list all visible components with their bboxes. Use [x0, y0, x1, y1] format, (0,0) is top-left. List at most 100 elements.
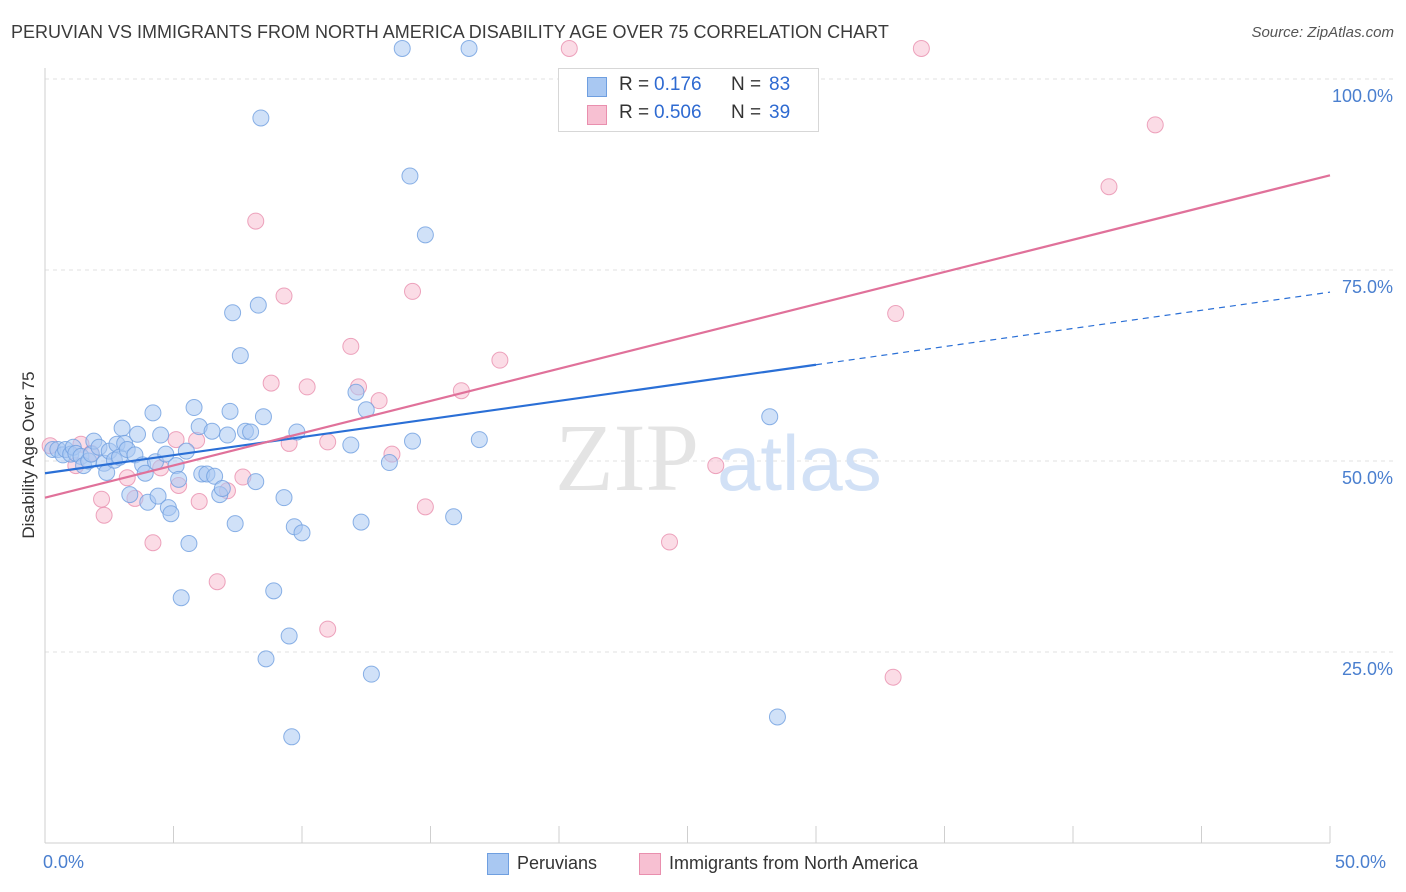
- immigrant-point: [298, 378, 316, 396]
- immigrant-point: [404, 282, 422, 300]
- immigrant-point: [342, 337, 360, 355]
- peruvian-point: [113, 419, 131, 437]
- immigrant-point: [190, 492, 208, 510]
- peruvian-point: [460, 39, 478, 57]
- watermark-zip: ZIP: [555, 404, 699, 511]
- peruvian-point: [177, 442, 195, 460]
- r-label: R =: [619, 102, 650, 123]
- chart-title: PERUVIAN VS IMMIGRANTS FROM NORTH AMERIC…: [11, 22, 889, 42]
- immigrant-point: [144, 534, 162, 552]
- peruvian-point: [470, 431, 488, 449]
- immigrants-swatch: [587, 105, 607, 125]
- immigrant-point: [560, 39, 578, 57]
- immigrant-point: [884, 668, 902, 686]
- peruvians-trendline-extension: [815, 291, 1331, 366]
- source-label: Source: ZipAtlas.com: [1251, 24, 1394, 41]
- immigrant-point: [208, 573, 226, 591]
- stats-row-peruvians: R = 0.176 N = 83: [559, 71, 818, 101]
- peruvian-point: [249, 296, 267, 314]
- peruvian-point: [172, 589, 190, 607]
- peruvian-point: [275, 489, 293, 507]
- peruvian-point: [203, 422, 221, 440]
- peruvians-swatch: [587, 77, 607, 97]
- r-value: 0.176: [654, 74, 702, 95]
- peruvian-point: [206, 467, 224, 485]
- peruvian-point: [180, 535, 198, 553]
- peruvian-point: [445, 508, 463, 526]
- peruvian-point: [152, 426, 170, 444]
- n-value: 83: [769, 74, 791, 95]
- y-axis-label: Disability Age Over 75: [19, 371, 38, 539]
- gridlines: [45, 78, 1393, 653]
- peruvian-point: [213, 480, 231, 498]
- r-value: 0.506: [654, 102, 702, 123]
- peruvian-point: [352, 513, 370, 531]
- peruvian-point: [347, 383, 365, 401]
- immigrant-point: [661, 533, 679, 551]
- y-tick-label: 50.0%: [1341, 468, 1393, 488]
- peruvians-trendline: [44, 363, 817, 475]
- immigrant-point: [247, 212, 265, 230]
- peruvian-point: [393, 39, 411, 57]
- immigrant-point: [95, 506, 113, 524]
- legend-label: Peruvians: [517, 853, 598, 873]
- n-value: 39: [769, 102, 791, 123]
- x-tick-label: 0.0%: [43, 852, 85, 872]
- immigrant-point: [707, 457, 725, 475]
- peruvian-point: [162, 505, 180, 523]
- peruvian-point: [401, 167, 419, 185]
- immigrant-point: [491, 351, 509, 369]
- legend-label: Immigrants from North America: [669, 853, 919, 873]
- peruvian-point: [185, 399, 203, 417]
- peruvian-point: [149, 487, 167, 505]
- peruvian-point: [121, 486, 139, 504]
- watermark-atlas: atlas: [717, 419, 882, 507]
- peruvian-point: [404, 432, 422, 450]
- peruvian-point: [226, 515, 244, 533]
- trendlines: [44, 174, 1331, 499]
- legend-swatch-peruvians: [487, 853, 509, 875]
- peruvian-point: [242, 423, 260, 441]
- immigrant-point: [887, 305, 905, 323]
- peruvian-point: [265, 582, 283, 600]
- peruvian-point: [293, 524, 311, 542]
- peruvian-point: [254, 408, 272, 426]
- peruvian-point: [362, 665, 380, 683]
- peruvian-point: [170, 470, 188, 488]
- r-label: R =: [619, 74, 650, 95]
- immigrant-point: [1100, 178, 1118, 196]
- immigrant-point: [93, 490, 111, 508]
- y-tick-label: 75.0%: [1341, 277, 1393, 297]
- immigrant-point: [1146, 116, 1164, 134]
- immigrants-trendline: [44, 174, 1331, 499]
- immigrant-point: [167, 431, 185, 449]
- peruvian-point: [416, 226, 434, 244]
- peruvian-point: [761, 408, 779, 426]
- legend-swatch-immigrants: [639, 853, 661, 875]
- series-immigrants-points: [41, 39, 1164, 686]
- peruvian-point: [144, 404, 162, 422]
- immigrant-point: [319, 620, 337, 638]
- axes: [44, 68, 1331, 844]
- peruvian-point: [247, 473, 265, 491]
- immigrant-point: [319, 433, 337, 451]
- peruvian-point: [231, 347, 249, 365]
- immigrant-point: [370, 392, 388, 410]
- peruvian-point: [768, 708, 786, 726]
- y-tick-label: 100.0%: [1331, 86, 1393, 106]
- series-peruvians-points: [44, 39, 786, 746]
- stats-row-immigrants: R = 0.506 N = 39: [559, 99, 818, 129]
- peruvian-point: [257, 650, 275, 668]
- peruvian-point: [224, 304, 242, 322]
- peruvian-point: [283, 728, 301, 746]
- immigrant-point: [912, 39, 930, 57]
- x-tick-label: 50.0%: [1335, 852, 1387, 872]
- immigrant-point: [275, 287, 293, 305]
- peruvian-point: [252, 109, 270, 127]
- peruvian-point: [342, 436, 360, 454]
- immigrant-point: [416, 498, 434, 516]
- peruvian-point: [280, 627, 298, 645]
- watermark: ZIP atlas: [555, 404, 882, 511]
- y-tick-label: 25.0%: [1341, 659, 1393, 679]
